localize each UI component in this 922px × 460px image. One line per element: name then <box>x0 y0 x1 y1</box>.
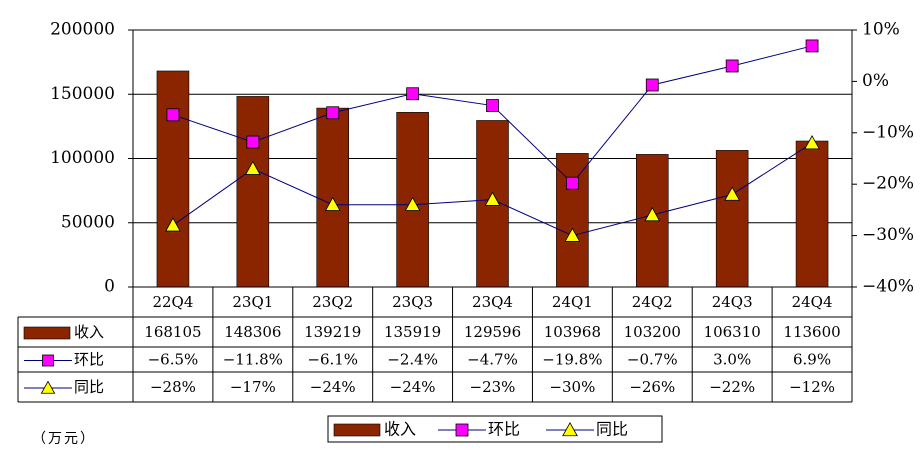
point-triangle <box>564 227 581 242</box>
x-tick-label: 23Q4 <box>472 293 513 311</box>
data-label: −0.7% <box>627 351 678 369</box>
point-triangle <box>324 196 341 211</box>
data-label: 129596 <box>464 323 521 341</box>
data-label: −23% <box>470 378 516 396</box>
x-tick-label: 24Q4 <box>792 293 833 311</box>
point-square <box>565 176 579 190</box>
point-square <box>406 87 420 101</box>
point-square <box>725 59 739 73</box>
data-label: 168105 <box>144 323 201 341</box>
y-right-tick-label: −40% <box>862 277 914 297</box>
x-tick-label: 24Q2 <box>632 293 673 311</box>
data-label: 103968 <box>544 323 601 341</box>
y-right-tick-label: −30% <box>862 225 914 245</box>
point-triangle <box>644 207 661 222</box>
data-label: 103200 <box>624 323 681 341</box>
y-left-tick-label: 0 <box>104 277 115 297</box>
y-left-tick-label: 200000 <box>50 20 115 40</box>
data-label: 139219 <box>304 323 361 341</box>
point-triangle <box>804 135 820 150</box>
x-tick-label: 23Q3 <box>392 293 433 311</box>
table-key-marker <box>40 380 56 394</box>
data-label: −6.5% <box>148 351 199 369</box>
data-label: −30% <box>549 378 595 396</box>
legend-label: 环比 <box>488 420 520 439</box>
x-tick-label: 24Q3 <box>712 293 753 311</box>
table-series-name: 同比 <box>74 378 104 396</box>
point-triangle <box>484 191 501 206</box>
x-tick-label: 24Q1 <box>552 293 593 311</box>
data-label: 3.0% <box>713 351 751 369</box>
bar <box>795 140 829 288</box>
unit-label: （万元） <box>32 431 96 447</box>
x-tick-label: 22Q4 <box>152 293 193 311</box>
data-label: −24% <box>390 378 436 396</box>
data-label: 148306 <box>224 323 281 341</box>
data-label: −26% <box>629 378 675 396</box>
y-right-tick-label: 0% <box>862 71 889 91</box>
data-label: 106310 <box>704 323 761 341</box>
data-label: −12% <box>789 378 835 396</box>
legend-key-marker <box>562 421 578 437</box>
bar <box>236 96 270 288</box>
point-square <box>246 135 260 149</box>
legend-label: 同比 <box>596 420 628 439</box>
data-label: 135919 <box>384 323 441 341</box>
data-label: −22% <box>709 378 755 396</box>
x-tick-label: 23Q1 <box>232 293 273 311</box>
x-tick-label: 23Q2 <box>312 293 353 311</box>
point-triangle <box>244 160 261 175</box>
point-square <box>166 108 180 122</box>
point-triangle <box>165 217 181 232</box>
data-label: −2.4% <box>387 351 438 369</box>
data-label: −6.1% <box>307 351 358 369</box>
table-key-marker <box>42 354 54 367</box>
table-key-bar <box>23 326 71 340</box>
legend-key-marker <box>455 423 469 437</box>
legend-label: 收入 <box>384 420 416 439</box>
data-label: −24% <box>310 378 356 396</box>
data-label: 113600 <box>783 323 840 341</box>
legend-box <box>327 415 663 443</box>
data-label: −4.7% <box>467 351 518 369</box>
point-triangle <box>404 196 421 211</box>
y-right-tick-label: −20% <box>862 174 914 194</box>
point-square <box>645 78 659 92</box>
table-series-name: 环比 <box>74 351 104 369</box>
data-label: −17% <box>230 378 276 396</box>
legend-key-bar <box>333 423 381 437</box>
data-label: −28% <box>150 378 196 396</box>
bar <box>156 70 190 288</box>
data-label: −19.8% <box>542 351 602 369</box>
point-square <box>805 39 819 53</box>
table-series-name: 收入 <box>74 323 104 341</box>
data-label: −11.8% <box>223 351 283 369</box>
point-square <box>326 106 340 120</box>
point-square <box>486 99 499 112</box>
data-label: 6.9% <box>793 351 831 369</box>
y-right-tick-label: 10% <box>862 20 900 40</box>
y-left-tick-label: 50000 <box>61 212 115 232</box>
bar <box>715 150 749 288</box>
y-left-tick-label: 100000 <box>50 148 115 168</box>
y-right-tick-label: −10% <box>862 122 914 142</box>
bar <box>556 153 589 288</box>
y-left-tick-label: 150000 <box>50 84 115 104</box>
point-triangle <box>724 186 741 201</box>
